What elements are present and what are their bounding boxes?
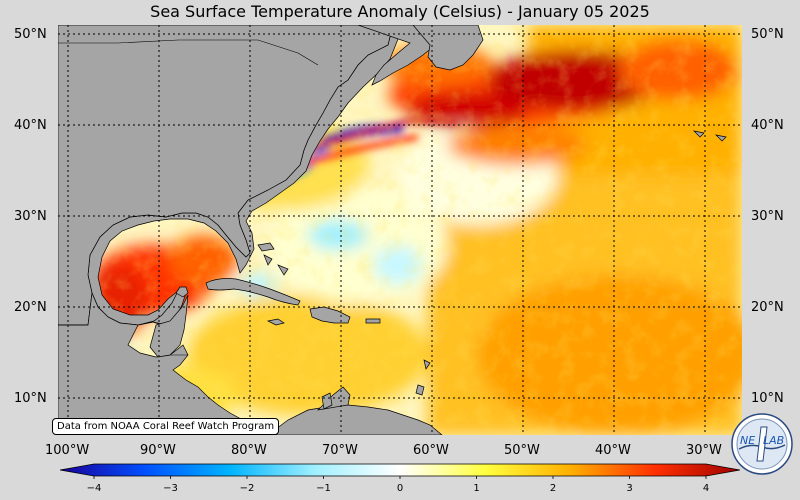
lab-logo-icon: NE LAB bbox=[731, 413, 793, 475]
colorbar-tick-label: −1 bbox=[316, 483, 331, 494]
map-canvas bbox=[58, 25, 742, 435]
lon-label-40w: 40°W bbox=[595, 443, 631, 458]
logo-text-right: LAB bbox=[763, 434, 784, 447]
sst-anomaly-map bbox=[58, 25, 742, 435]
data-credit: Data from NOAA Coral Reef Watch Program bbox=[52, 418, 280, 435]
lat-label-50n-right: 50°N bbox=[751, 27, 784, 42]
lat-label-40n-left: 40°N bbox=[14, 118, 47, 133]
colorbar-tick-label: 4 bbox=[702, 483, 710, 494]
land-masses bbox=[58, 25, 727, 435]
colorbar-tick-label: 1 bbox=[473, 483, 480, 494]
colorbar-tick-label: −2 bbox=[239, 483, 255, 494]
colorbar: −4 −3 −2 −1 0 1 2 3 4 bbox=[59, 462, 741, 498]
lon-label-30w: 30°W bbox=[686, 443, 722, 458]
lon-label-100w: 100°W bbox=[45, 443, 90, 458]
lon-label-60w: 60°W bbox=[413, 443, 449, 458]
lat-label-20n-right: 20°N bbox=[751, 300, 784, 315]
colorbar-ticks bbox=[93, 476, 707, 479]
lat-label-10n-left: 10°N bbox=[14, 391, 47, 406]
logo-text-left: NE bbox=[740, 434, 755, 447]
lat-label-20n-left: 20°N bbox=[14, 300, 47, 315]
colorbar-tick-label: 0 bbox=[396, 483, 404, 494]
lat-label-50n-left: 50°N bbox=[14, 27, 47, 42]
political-borders bbox=[58, 39, 319, 356]
lat-label-40n-right: 40°N bbox=[751, 118, 784, 133]
colorbar-tick-label: 2 bbox=[549, 483, 557, 494]
lon-label-80w: 80°W bbox=[231, 443, 267, 458]
colorbar-bar bbox=[59, 463, 741, 479]
lon-label-90w: 90°W bbox=[140, 443, 176, 458]
graticule bbox=[58, 25, 742, 435]
lat-label-30n-right: 30°N bbox=[751, 209, 784, 224]
lat-label-10n-right: 10°N bbox=[751, 391, 784, 406]
colorbar-tick-label: −3 bbox=[163, 483, 178, 494]
map-title: Sea Surface Temperature Anomaly (Celsius… bbox=[150, 2, 650, 21]
lat-label-30n-left: 30°N bbox=[14, 209, 47, 224]
lon-label-70w: 70°W bbox=[322, 443, 358, 458]
colorbar-tick-label: 3 bbox=[626, 483, 633, 494]
colorbar-tick-label: −4 bbox=[86, 483, 102, 494]
lon-label-50w: 50°W bbox=[504, 443, 540, 458]
